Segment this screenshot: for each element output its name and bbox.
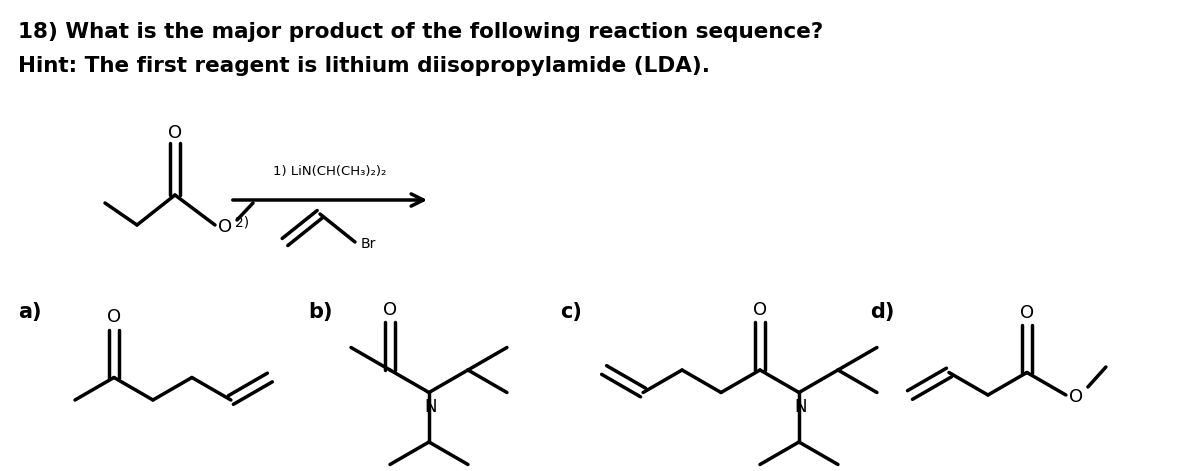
Text: O: O xyxy=(1069,388,1082,406)
Text: N: N xyxy=(425,398,437,415)
Text: 1) LiN(CH(CH₃)₂)₂: 1) LiN(CH(CH₃)₂)₂ xyxy=(274,165,386,178)
Text: 18) What is the major product of the following reaction sequence?: 18) What is the major product of the fol… xyxy=(18,22,823,42)
Text: c): c) xyxy=(560,302,582,322)
Text: O: O xyxy=(107,309,121,326)
Text: 2): 2) xyxy=(235,216,250,230)
Text: Br: Br xyxy=(361,237,377,251)
Text: Hint: The first reagent is lithium diisopropylamide (LDA).: Hint: The first reagent is lithium diiso… xyxy=(18,56,710,76)
Text: O: O xyxy=(218,218,232,236)
Text: O: O xyxy=(383,301,397,319)
Text: N: N xyxy=(794,398,808,415)
Text: O: O xyxy=(752,301,767,319)
Text: b): b) xyxy=(308,302,332,322)
Text: O: O xyxy=(168,124,182,142)
Text: d): d) xyxy=(870,302,894,322)
Text: a): a) xyxy=(18,302,42,322)
Text: O: O xyxy=(1020,303,1034,322)
